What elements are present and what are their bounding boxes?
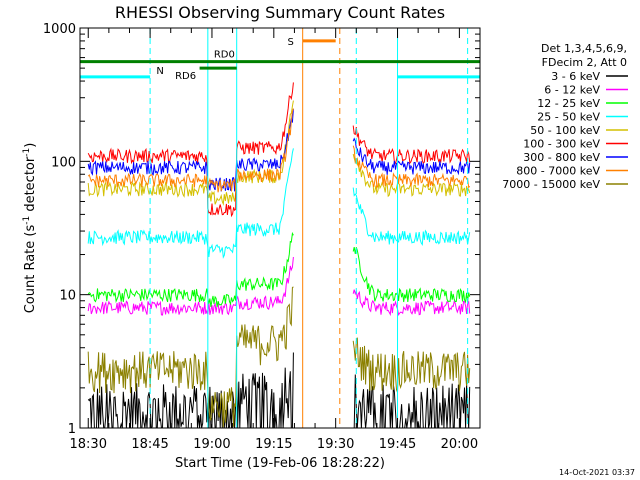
flag-label: RD0 (214, 50, 235, 61)
flag-label: N (156, 66, 163, 77)
series-line (87, 148, 471, 259)
series-line (87, 286, 471, 428)
x-axis-label: Start Time (19-Feb-06 18:28:22) (175, 456, 385, 471)
legend: Det 1,3,4,5,6,9, FDecim 2, Att 0 3 - 6 k… (502, 42, 628, 191)
x-tick-label: 18:30 (70, 437, 107, 452)
legend-header-line-2: FDecim 2, Att 0 (542, 56, 627, 69)
x-tick-label: 19:45 (379, 437, 416, 452)
y-tick-label: 1 (68, 422, 76, 437)
y-tick-label: 10 (59, 289, 76, 304)
x-tick-label: 18:45 (131, 437, 168, 452)
x-tick-label: 19:00 (193, 437, 230, 452)
timestamp-footer: 14-Oct-2021 03:37 (559, 468, 635, 477)
legend-entry-label: 12 - 25 keV (537, 97, 600, 110)
series-line (87, 82, 471, 218)
x-tick-label: 19:30 (317, 437, 354, 452)
series-line (87, 108, 471, 193)
series-line (87, 256, 471, 317)
x-tick-label: 19:15 (255, 437, 292, 452)
legend-entry-label: 6 - 12 keV (544, 84, 600, 97)
legend-entry-label: 3 - 6 keV (551, 70, 600, 83)
chart-title: RHESSI Observing Summary Count Rates (115, 3, 445, 22)
legend-entry-label: 800 - 7000 keV (516, 165, 600, 178)
flag-label: S (288, 37, 294, 48)
legend-entry-label: 25 - 50 keV (537, 111, 600, 124)
flag-label: RD6 (175, 71, 196, 82)
legend-entry-label: 50 - 100 keV (530, 124, 600, 137)
series-line (87, 231, 471, 308)
plot-frame (79, 27, 481, 429)
legend-entry-label: 7000 - 15000 keV (502, 178, 600, 191)
y-axis-label: Count Rate (s-1 detector-1) (22, 143, 38, 314)
legend-entry-label: 100 - 300 keV (523, 138, 600, 151)
x-axis: 18:30 18:45 19:00 19:15 19:30 19:45 20:00 (70, 28, 481, 452)
legend-header-line-1: Det 1,3,4,5,6,9, (541, 42, 627, 55)
series-line (87, 352, 471, 428)
plot-area: N S RD0 RD6 (80, 28, 480, 428)
y-axis: 1 10 100 1000 (43, 22, 480, 437)
series-line (87, 108, 471, 192)
x-tick-label: 20:00 (441, 437, 478, 452)
legend-entry-label: 300 - 800 keV (523, 151, 600, 164)
y-tick-label: 1000 (43, 22, 76, 37)
y-tick-label: 100 (51, 155, 76, 170)
